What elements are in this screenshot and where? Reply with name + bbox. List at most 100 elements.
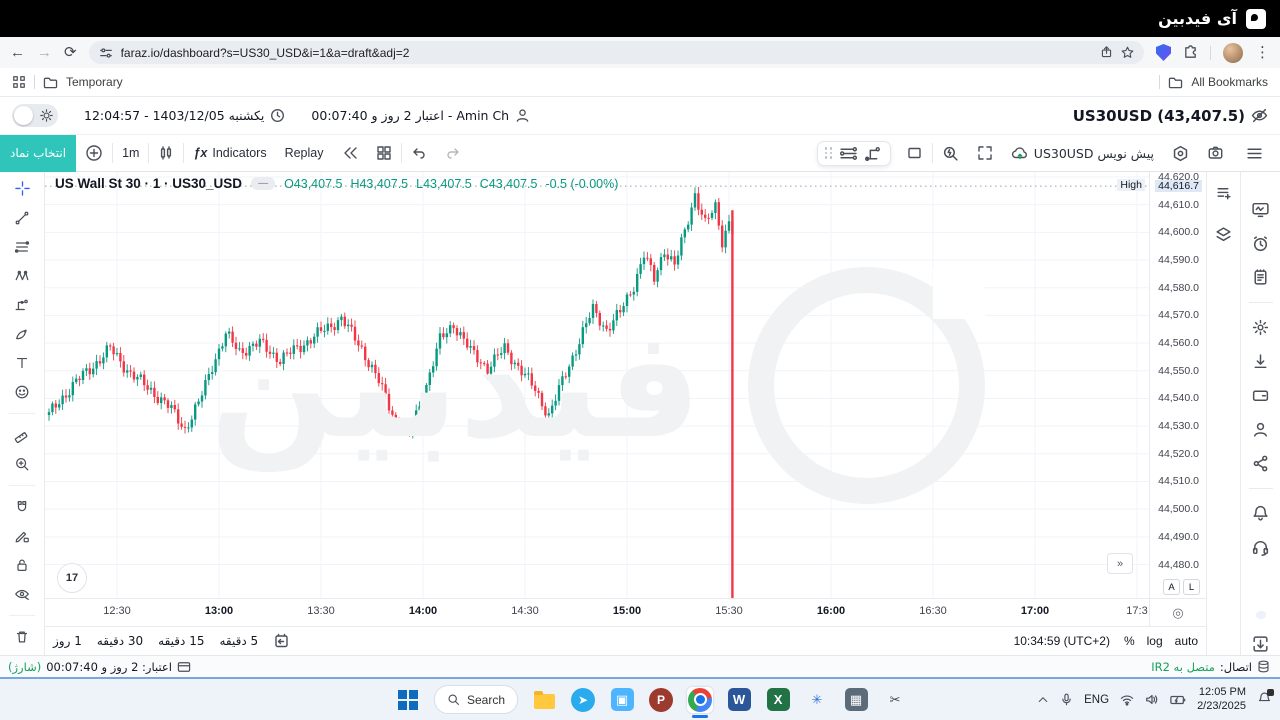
adblock-extension-icon[interactable] [1156, 44, 1171, 61]
chart-settings-button[interactable] [1163, 145, 1198, 162]
lock-button[interactable]: L [1183, 579, 1200, 596]
replay-button[interactable]: Replay [284, 146, 324, 160]
zoom-in-tool-icon[interactable] [13, 456, 31, 472]
auto-scale-button[interactable]: auto [1174, 634, 1198, 649]
language-indicator[interactable]: ENG [1084, 693, 1110, 706]
support-headset-icon[interactable] [1251, 538, 1270, 557]
rewind-button[interactable] [333, 145, 367, 161]
trash-tool-icon[interactable] [13, 629, 31, 645]
axis-clock[interactable]: 10:34:59 (UTC+2) [1013, 634, 1110, 649]
time-axis[interactable]: 12:30 13:00 13:30 14:00 14:30 15:00 15:30 16:00… [45, 599, 1149, 626]
taskbar-app-telegram[interactable]: ➤ [570, 687, 596, 713]
timeframe-button[interactable]: 5 دقیقه [219, 634, 259, 649]
account-icon[interactable] [1251, 420, 1270, 439]
back-icon[interactable]: ← [10, 44, 25, 61]
crosshair-tool-icon[interactable] [13, 180, 32, 197]
fib-lines-tool-icon[interactable] [13, 239, 31, 255]
apps-grid-icon[interactable] [12, 75, 26, 89]
profile-avatar[interactable] [1223, 42, 1243, 63]
address-bar[interactable]: faraz.io/dashboard?s=US30_USD&i=1&a=draf… [88, 41, 1144, 64]
redo-button[interactable] [436, 145, 470, 161]
wallet-icon[interactable] [1251, 386, 1270, 405]
taskbar-app-snipping-tool[interactable]: ✂ [882, 687, 908, 713]
download-icon[interactable] [1251, 352, 1270, 371]
interval-button[interactable]: 1m [122, 146, 140, 160]
fullscreen-button[interactable] [968, 145, 1002, 161]
rectangle-tool-button[interactable] [897, 145, 932, 161]
bookmark-star-icon[interactable] [1121, 46, 1134, 59]
drawing-lock-icon[interactable] [13, 528, 31, 544]
taskbar-app-psiphon[interactable]: P [648, 687, 674, 713]
bookmark-temporary[interactable]: Temporary [66, 75, 123, 89]
undo-button[interactable] [402, 145, 436, 161]
taskbar-search[interactable]: Search [434, 685, 519, 714]
position-tool-icon[interactable] [13, 297, 31, 313]
text-tool-icon[interactable] [13, 355, 31, 371]
log-scale-button[interactable]: log [1146, 634, 1163, 649]
account-info[interactable]: Amin Ch - اعتبار 2 روز و 00:07:40 [311, 108, 530, 123]
indicators-button[interactable]: ƒx Indicators [193, 146, 267, 160]
bookmark-all[interactable]: All Bookmarks [1191, 75, 1268, 89]
price-axis[interactable]: A L 44,620.0 44,610.0 44,600.0 44,590.0 44,5… [1149, 171, 1206, 599]
taskbar-app-video-app[interactable]: ▣ [609, 687, 635, 713]
vertical-measure-icon[interactable] [864, 145, 883, 162]
lock-tool-icon[interactable] [13, 557, 31, 573]
collapse-panel-button[interactable]: » [1107, 553, 1133, 574]
candlestick-chart[interactable] [45, 172, 1149, 599]
extension-icon[interactable] [1183, 45, 1198, 60]
emoji-tool-icon[interactable] [13, 384, 31, 400]
object-tree-icon[interactable] [1214, 225, 1233, 244]
timeframe-button[interactable]: 30 دقیقه [96, 634, 144, 649]
layout-grid-button[interactable] [367, 145, 401, 161]
tray-chevron-icon[interactable] [1037, 694, 1049, 706]
timeframe-button[interactable]: 15 دقیقه [158, 634, 205, 649]
panel-menu-button[interactable] [1237, 146, 1272, 161]
hide-drawings-icon[interactable] [13, 586, 31, 602]
magnet-mode-button[interactable] [933, 145, 968, 162]
select-symbol-button[interactable]: انتخاب نماد [0, 134, 77, 172]
legend-title[interactable]: US Wall St 30 · 1 · US30_USD [55, 176, 243, 191]
chart-legend[interactable]: US Wall St 30 · 1 · US30_USD — O43,407.5… [55, 176, 618, 191]
forward-icon[interactable]: → [37, 44, 52, 61]
pattern-tool-icon[interactable] [13, 268, 31, 284]
symbol-add-button[interactable] [76, 144, 112, 162]
chart-area[interactable]: فیدبین US Wall St 30 · 1 · US30_USD — O4… [45, 172, 1149, 599]
alerts-clock-icon[interactable] [1251, 234, 1270, 253]
horizontal-levels-icon[interactable] [839, 145, 858, 162]
drag-handle-icon[interactable] [824, 147, 833, 159]
notification-center[interactable] [1257, 688, 1274, 709]
tab-title[interactable]: آی فیدبین [1158, 9, 1237, 28]
gear-icon[interactable] [1251, 318, 1270, 337]
taskbar-app-file-explorer[interactable] [531, 687, 557, 713]
magnet-tool-icon[interactable] [13, 499, 31, 515]
taskbar-app-word[interactable]: W [726, 687, 752, 713]
taskbar-app-calculator[interactable]: ▦ [843, 687, 869, 713]
floating-drawing-toolbar[interactable] [816, 140, 891, 166]
site-settings-icon[interactable] [99, 46, 113, 60]
browser-menu-icon[interactable]: ⋮ [1255, 44, 1270, 61]
timeframe-button[interactable]: 1 روز [53, 634, 82, 649]
snapshot-button[interactable] [1198, 145, 1233, 161]
battery-icon[interactable] [1170, 694, 1186, 706]
chart-type-button[interactable] [149, 145, 183, 161]
share-icon[interactable] [1100, 46, 1113, 59]
notes-icon[interactable] [1251, 268, 1270, 287]
taskbar-app-asterisk-app[interactable]: ✳ [804, 687, 830, 713]
eye-off-icon[interactable] [1251, 107, 1268, 124]
tradingview-logo[interactable]: 17 [57, 563, 87, 593]
share-nodes-icon[interactable] [1251, 454, 1270, 473]
recharge-link[interactable]: (شارژ) [8, 659, 42, 674]
watchlist-icon[interactable] [1214, 184, 1233, 203]
draft-save-button[interactable]: پیش نویس US30USD [1002, 146, 1163, 161]
goto-date-icon[interactable] [273, 633, 290, 649]
notifications-bell-icon[interactable] [1251, 504, 1270, 523]
microphone-icon[interactable] [1060, 693, 1073, 706]
taskbar-app-chrome[interactable] [687, 686, 714, 718]
theme-toggle[interactable] [12, 104, 58, 127]
trendline-tool-icon[interactable] [13, 210, 31, 226]
taskbar-clock[interactable]: 12:05 PM 2/23/2025 [1197, 686, 1246, 714]
ruler-tool-icon[interactable] [13, 427, 31, 444]
save-inbox-icon[interactable] [1251, 634, 1270, 653]
percent-scale-button[interactable]: % [1123, 634, 1135, 649]
url-text[interactable]: faraz.io/dashboard?s=US30_USD&i=1&a=draf… [120, 45, 410, 60]
